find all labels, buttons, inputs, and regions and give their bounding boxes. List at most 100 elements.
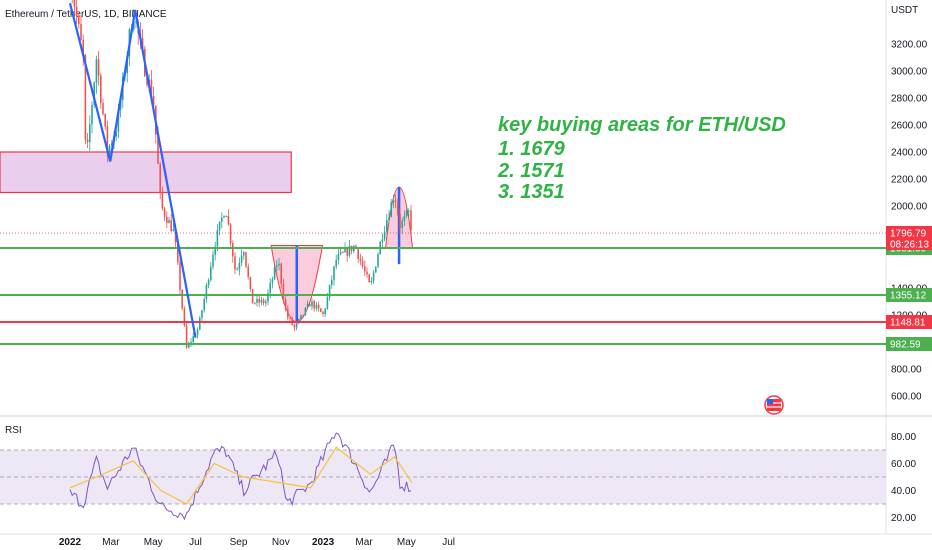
candle-body — [289, 317, 291, 319]
rsi-title: RSI — [5, 425, 22, 436]
rsi-tick-label: 60.00 — [891, 459, 916, 470]
candle-body — [86, 139, 89, 143]
candle-body — [328, 284, 331, 298]
candle-body — [392, 200, 395, 203]
candle-body — [339, 252, 342, 255]
candle-body — [95, 59, 98, 83]
candle-body — [163, 208, 166, 217]
candle-body — [210, 266, 212, 281]
candle-body — [152, 96, 155, 106]
candle-body — [177, 242, 179, 263]
candle-body — [97, 59, 100, 76]
candle-body — [401, 220, 403, 229]
candle-body — [377, 254, 379, 267]
candle-body — [304, 307, 307, 315]
candle-body — [188, 343, 190, 348]
candle-body — [111, 143, 113, 146]
price-tick-label: 2800.00 — [891, 94, 928, 105]
candle-body — [399, 214, 401, 229]
candle-body — [133, 22, 135, 30]
candle-body — [223, 216, 225, 218]
candle-body — [313, 301, 315, 309]
time-tick-label: May — [397, 537, 416, 548]
candle-body — [78, 15, 80, 25]
time-tick-label: Mar — [355, 537, 373, 548]
annotation-item-1: 1. 1679 — [498, 138, 566, 160]
candle-body — [276, 265, 278, 267]
candle-body — [166, 216, 168, 224]
trendlines — [68, 3, 197, 338]
candle-body — [265, 301, 267, 304]
annotation-block: key buying areas for ETH/USD 1. 1679 2. … — [497, 114, 786, 203]
candle-body — [364, 266, 366, 272]
candle-body — [108, 145, 111, 154]
candle-body — [403, 215, 406, 221]
candle-body — [227, 216, 230, 225]
candle-body — [370, 280, 373, 283]
candle-body — [361, 260, 364, 267]
candle-body — [394, 200, 397, 202]
price-tick-label: 2400.00 — [891, 148, 928, 159]
candle-body — [284, 299, 287, 310]
candle-body — [326, 297, 329, 309]
candle-body — [159, 163, 161, 192]
candle-body — [357, 248, 359, 259]
candle-body — [91, 104, 93, 125]
candle-body — [271, 279, 274, 283]
support-level-badge — [886, 337, 932, 351]
rsi-pane — [0, 432, 886, 521]
rsi-axis: 80.00 60.00 40.00 20.00 — [891, 432, 916, 524]
candle-body — [287, 309, 289, 318]
countdown-label: 08:26:13 — [890, 240, 929, 251]
candle-body — [397, 201, 399, 215]
price-tick-label: 2000.00 — [891, 202, 928, 213]
annotation-heading: key buying areas for ETH/USD — [498, 114, 786, 136]
candle-body — [192, 336, 194, 342]
candle-body — [408, 210, 410, 212]
candle-body — [179, 262, 181, 291]
candle-body — [372, 272, 375, 281]
candle-body — [199, 317, 201, 330]
candle-body — [243, 252, 245, 256]
candle-body — [181, 290, 183, 309]
candle-body — [302, 314, 304, 316]
candle-body — [236, 269, 238, 271]
candle-body — [366, 271, 368, 275]
price-tick-label: 600.00 — [891, 392, 922, 403]
level-label: 982.59 — [890, 340, 921, 351]
price-tick-label: 3200.00 — [891, 40, 928, 51]
candle-body — [207, 280, 210, 286]
candle-body — [262, 299, 265, 304]
candle-body — [383, 231, 386, 240]
candle-body — [117, 110, 120, 132]
candle-body — [201, 310, 203, 318]
candle-body — [115, 131, 117, 137]
candle-body — [280, 263, 282, 284]
annotation-item-3: 3. 1351 — [498, 181, 565, 203]
candle-body — [295, 323, 298, 328]
candle-body — [221, 217, 223, 222]
time-tick-label: Mar — [102, 537, 120, 548]
rsi-line — [69, 432, 412, 521]
flag-icon[interactable] — [764, 395, 784, 415]
candle-body — [218, 221, 221, 231]
candle-body — [278, 263, 280, 266]
candle-body — [80, 24, 82, 41]
resistance-zone-box — [0, 151, 292, 194]
price-tick-label: 800.00 — [891, 365, 922, 376]
candle-body — [293, 324, 296, 328]
candle-body — [273, 266, 276, 280]
candle-body — [89, 124, 91, 143]
rsi-tick-label: 80.00 — [891, 432, 916, 443]
price-tick-label: 2600.00 — [891, 121, 928, 132]
candle-body — [245, 252, 247, 267]
candle-body — [247, 266, 249, 277]
candle-body — [405, 210, 408, 216]
candle-body — [375, 266, 377, 273]
candle-body — [238, 262, 241, 270]
time-tick-label: Nov — [272, 537, 290, 548]
price-unit-label: USDT — [891, 5, 918, 16]
candle-body — [260, 299, 263, 303]
